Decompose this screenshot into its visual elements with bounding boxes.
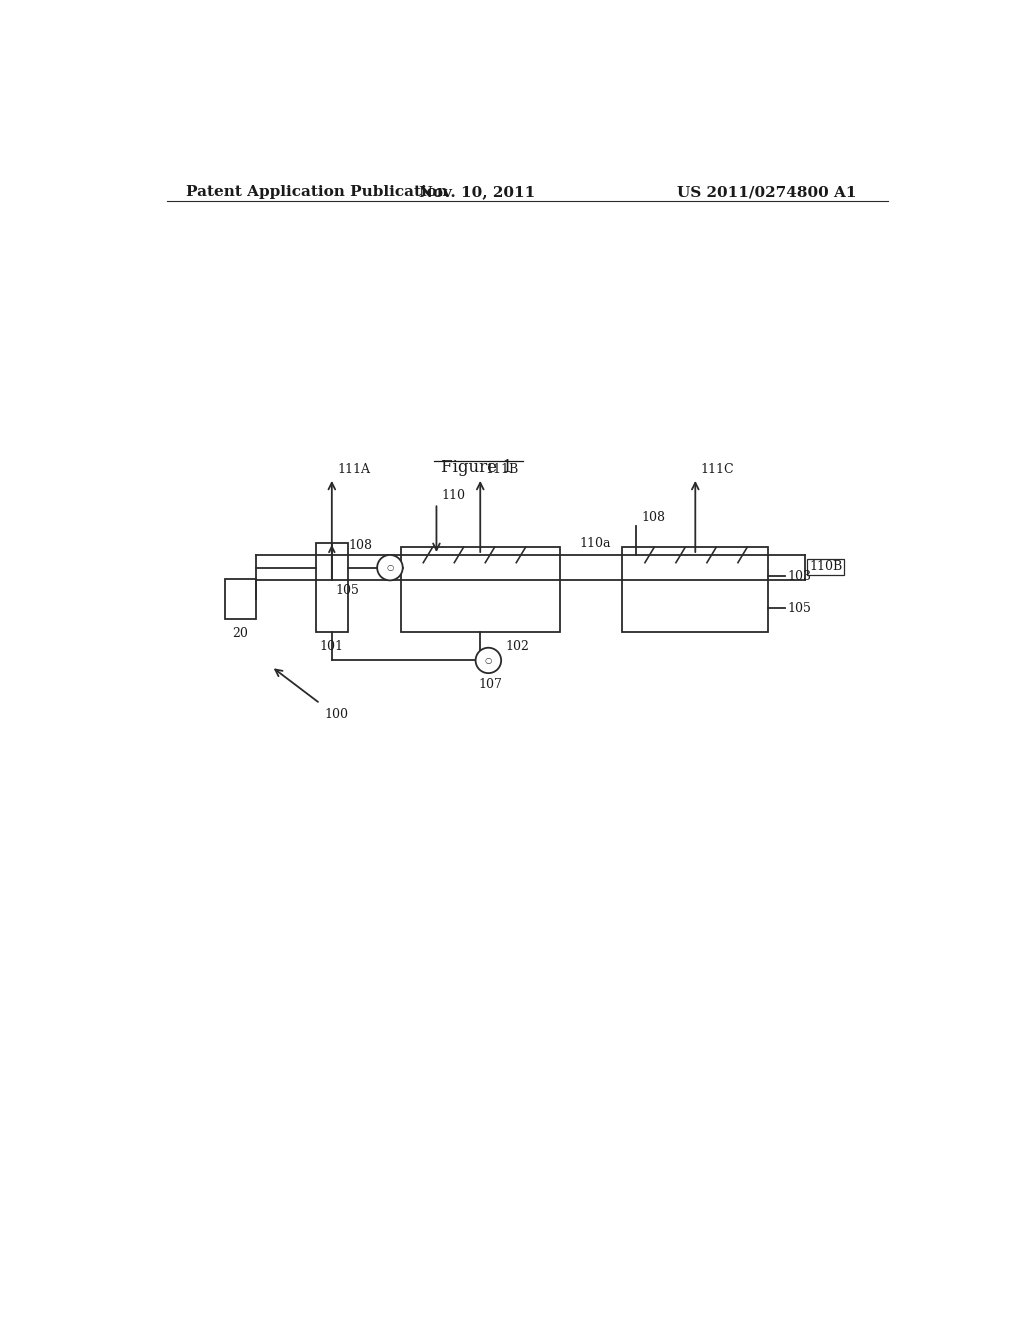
Text: 100: 100 xyxy=(324,708,348,721)
Text: Nov. 10, 2011: Nov. 10, 2011 xyxy=(419,185,535,199)
Text: Figure 1: Figure 1 xyxy=(440,459,513,475)
Text: ○: ○ xyxy=(386,564,393,572)
Bar xyxy=(623,548,768,632)
Text: 110B: 110B xyxy=(809,561,843,573)
Text: 110: 110 xyxy=(442,488,466,502)
Text: 111C: 111C xyxy=(700,463,734,477)
Text: 20: 20 xyxy=(232,627,248,640)
Text: 103: 103 xyxy=(787,569,812,582)
Bar xyxy=(315,544,348,632)
Circle shape xyxy=(475,648,501,673)
Text: 108: 108 xyxy=(641,511,665,524)
Circle shape xyxy=(377,554,402,581)
Text: 111A: 111A xyxy=(337,463,371,477)
Text: Patent Application Publication: Patent Application Publication xyxy=(186,185,449,199)
Text: 107: 107 xyxy=(478,678,502,692)
Text: 105: 105 xyxy=(336,585,359,597)
Bar xyxy=(225,578,256,619)
Text: 111B: 111B xyxy=(485,463,519,477)
Text: 108: 108 xyxy=(349,540,373,552)
Text: 105: 105 xyxy=(787,602,811,615)
Text: 102: 102 xyxy=(505,640,529,652)
Bar xyxy=(400,548,560,632)
Text: ○: ○ xyxy=(484,656,492,665)
Text: US 2011/0274800 A1: US 2011/0274800 A1 xyxy=(677,185,856,199)
Text: 110a: 110a xyxy=(580,537,611,550)
Text: 101: 101 xyxy=(319,640,344,652)
